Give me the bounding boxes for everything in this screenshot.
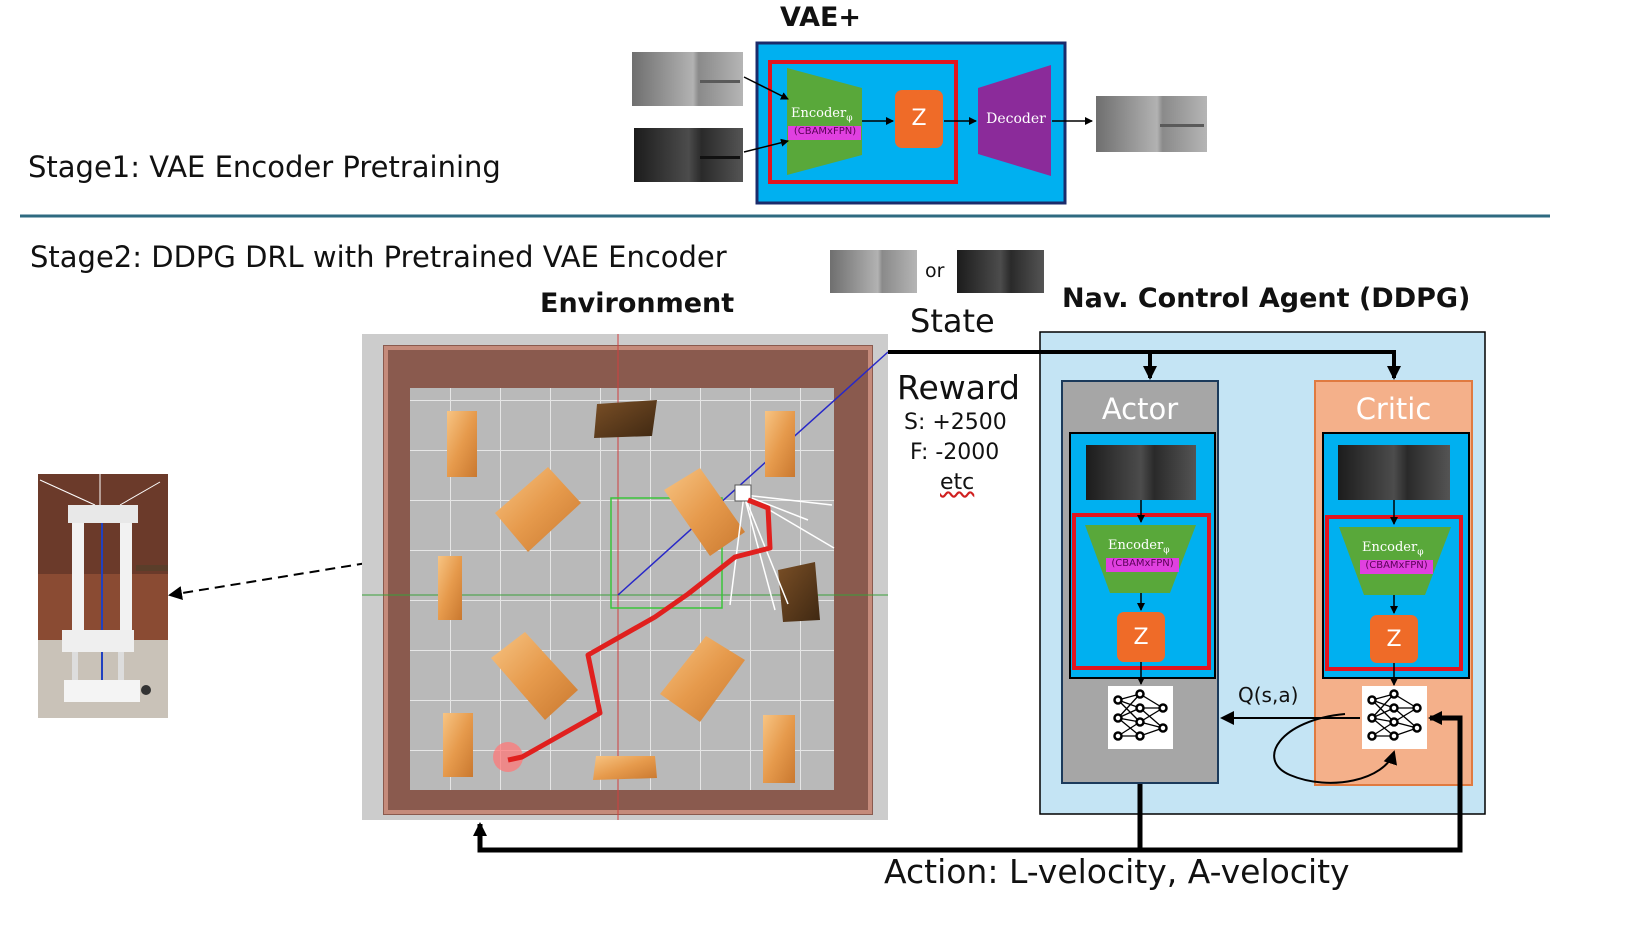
- reward-fail: F: -2000: [910, 440, 1000, 465]
- actor-z-label: Z: [1133, 625, 1149, 650]
- state-image-1: [830, 250, 917, 293]
- actor-title: Actor: [1101, 392, 1179, 426]
- robot-closeup: [38, 474, 168, 718]
- stage1-input-image-1: [632, 52, 743, 106]
- stage1-label: Stage1: VAE Encoder Pretraining: [28, 150, 501, 184]
- actor-encoder-label: Encoderφ: [1108, 538, 1170, 556]
- actor-encoder-text: Encoder: [1108, 538, 1164, 553]
- state-or-text: or: [925, 260, 945, 282]
- critic-z-shape: [1370, 615, 1418, 663]
- stage1-z-label: Z: [911, 106, 927, 131]
- critic-encoder-tag: (CBAMxFPN): [1365, 560, 1428, 571]
- critic-encoder-label: Encoderφ: [1362, 540, 1424, 558]
- critic-neural-network-icon: [1362, 686, 1427, 749]
- critic-state-image: [1338, 445, 1450, 500]
- state-label: State: [910, 302, 995, 340]
- arrow-action-to-critic: [1140, 711, 1463, 853]
- critic-encoder-sub: φ: [1417, 547, 1424, 558]
- stage1-encoder-tag: (CBAMxFPN): [793, 126, 857, 137]
- action-label: Action: L-velocity, A-velocity: [884, 852, 1350, 891]
- critic-z-label: Z: [1386, 627, 1402, 652]
- arrow-input1-to-encoder: [743, 76, 789, 100]
- actor-z-shape: [1117, 612, 1165, 662]
- actor-encoder-tag-bg: [1106, 558, 1179, 572]
- stage1-encoder-text: Encoder: [791, 106, 847, 121]
- stage1-encoder-shape: [787, 68, 862, 175]
- critic-title: Critic: [1355, 392, 1432, 426]
- stage1-input-image-2: [634, 128, 743, 182]
- vae-plus-title: VAE+: [780, 2, 862, 33]
- critic-encoder-tag-bg: [1360, 560, 1433, 574]
- stage1-encoder-tag-bg: [788, 126, 861, 140]
- q-value-label: Q(s,a): [1238, 683, 1299, 707]
- critic-encoder-text: Encoder: [1362, 540, 1418, 555]
- arrow-robot-to-closeup: [168, 503, 731, 600]
- arrow-state-to-critic: [1150, 350, 1401, 380]
- stage1-output-image: [1096, 96, 1207, 152]
- stage2-label: Stage2: DDPG DRL with Pretrained VAE Enc…: [30, 240, 727, 274]
- robot-trajectory: [507, 497, 773, 763]
- environment-map: [362, 334, 889, 820]
- reward-etc: etc: [940, 470, 975, 495]
- critic-loop-arrow: [1273, 713, 1397, 784]
- agent-title: Nav. Control Agent (DDPG): [1062, 283, 1471, 314]
- vae-encoder-highlight: [768, 60, 958, 184]
- actor-state-image: [1086, 445, 1196, 500]
- stage1-encoder-sub: φ: [846, 113, 853, 124]
- environment-title: Environment: [540, 288, 735, 319]
- state-image-2: [957, 250, 1044, 293]
- arrow-input2-to-encoder: [743, 138, 789, 153]
- reward-success: S: +2500: [904, 410, 1007, 435]
- arrow-action-to-environment: [473, 784, 1143, 853]
- reward-title: Reward: [897, 368, 1020, 407]
- stage1-encoder-label: Encoderφ: [791, 106, 853, 124]
- actor-encoder-tag: (CBAMxFPN): [1111, 558, 1174, 569]
- actor-neural-network-icon: [1108, 686, 1173, 749]
- stage1-decoder-label: Decoder: [986, 111, 1046, 127]
- actor-encoder-sub: φ: [1163, 545, 1170, 556]
- stage1-z-shape: [895, 90, 943, 148]
- stage1-decoder-shape: [978, 65, 1051, 176]
